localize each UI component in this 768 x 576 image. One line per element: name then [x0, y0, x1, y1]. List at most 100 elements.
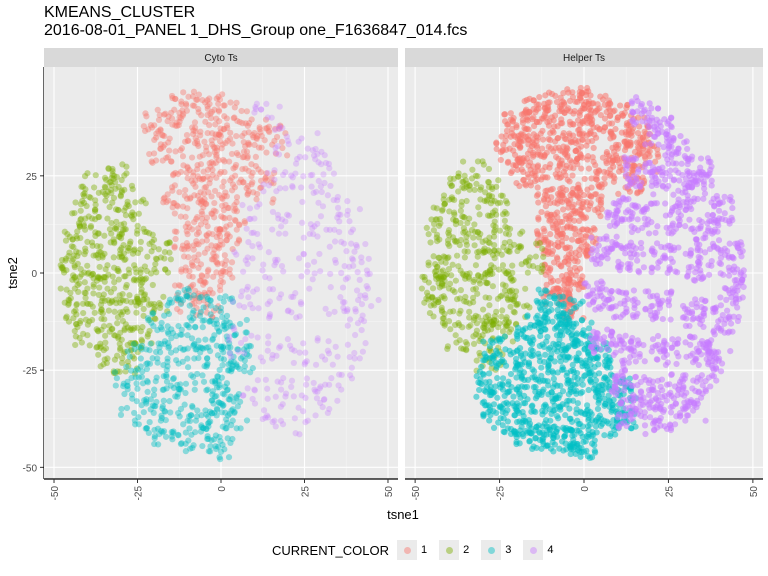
data-point — [274, 378, 281, 385]
data-point — [211, 436, 218, 443]
data-point — [278, 379, 285, 386]
data-point — [112, 206, 120, 213]
data-point — [226, 396, 233, 403]
data-point — [587, 354, 594, 361]
data-point — [337, 294, 344, 301]
data-point — [571, 217, 578, 224]
data-point — [174, 203, 181, 210]
data-point — [545, 357, 553, 365]
data-point — [563, 286, 571, 293]
data-point — [118, 187, 125, 194]
data-point — [107, 186, 114, 194]
data-point — [138, 338, 146, 345]
data-point — [161, 338, 169, 345]
data-point — [710, 328, 717, 336]
data-point — [488, 193, 496, 200]
data-point — [628, 223, 635, 230]
data-point — [65, 252, 72, 260]
data-point — [118, 254, 126, 261]
data-point — [617, 242, 624, 250]
data-point — [539, 265, 546, 272]
data-point — [83, 300, 90, 307]
data-point — [120, 241, 127, 249]
data-point — [179, 153, 187, 160]
data-point — [198, 112, 205, 119]
data-point — [545, 122, 553, 129]
data-point — [602, 300, 609, 307]
data-point — [213, 154, 220, 161]
data-point — [134, 222, 141, 230]
data-point — [133, 230, 141, 237]
data-point — [457, 236, 465, 244]
data-point — [150, 309, 157, 316]
data-point — [434, 237, 441, 245]
data-point — [260, 181, 267, 188]
data-point — [277, 403, 284, 410]
data-point — [503, 316, 510, 323]
data-point — [475, 204, 482, 211]
data-point — [440, 293, 447, 300]
data-point — [205, 266, 212, 273]
data-point — [117, 250, 124, 257]
data-point — [256, 201, 263, 208]
data-point — [580, 327, 587, 334]
data-point — [483, 198, 490, 205]
data-point — [113, 173, 120, 181]
data-point — [499, 408, 506, 416]
data-point — [705, 271, 713, 278]
data-point — [115, 207, 122, 214]
data-point — [421, 299, 428, 306]
data-point — [568, 326, 575, 333]
data-point — [500, 415, 507, 422]
data-point — [520, 400, 527, 407]
data-point — [326, 405, 333, 413]
data-point — [584, 422, 592, 430]
data-point — [223, 425, 230, 432]
data-point — [246, 215, 253, 223]
data-point — [485, 239, 492, 246]
data-point — [451, 209, 458, 216]
data-point — [725, 254, 732, 261]
data-point — [644, 114, 651, 122]
data-point — [186, 224, 193, 231]
data-point — [493, 139, 500, 146]
data-point — [544, 174, 551, 181]
data-point — [101, 183, 108, 190]
data-point — [322, 356, 329, 363]
data-point — [507, 370, 515, 378]
data-point — [215, 100, 222, 108]
data-point — [113, 225, 120, 233]
data-point — [162, 266, 169, 273]
data-point — [427, 239, 434, 246]
data-point — [274, 256, 281, 263]
data-point — [429, 293, 436, 300]
data-point — [277, 291, 285, 298]
data-point — [612, 200, 619, 207]
data-point — [233, 361, 240, 368]
data-point — [567, 450, 574, 458]
data-point — [280, 268, 287, 275]
data-point — [219, 241, 226, 248]
data-point — [262, 116, 270, 123]
data-point — [206, 176, 214, 183]
data-point — [110, 254, 117, 261]
data-point — [217, 304, 225, 312]
data-point — [331, 238, 339, 245]
data-point — [90, 281, 97, 288]
data-point — [594, 169, 601, 177]
data-point — [666, 143, 673, 150]
data-point — [162, 416, 169, 424]
data-point — [303, 375, 310, 382]
data-point — [118, 221, 125, 228]
data-point — [205, 448, 212, 455]
data-point — [183, 131, 191, 139]
data-point — [192, 124, 199, 131]
data-point — [181, 246, 188, 253]
data-point — [157, 145, 164, 152]
data-point — [269, 351, 276, 359]
data-point — [212, 432, 219, 439]
data-point — [344, 341, 351, 348]
data-point — [165, 343, 173, 350]
data-point — [86, 318, 93, 325]
data-point — [425, 262, 432, 269]
